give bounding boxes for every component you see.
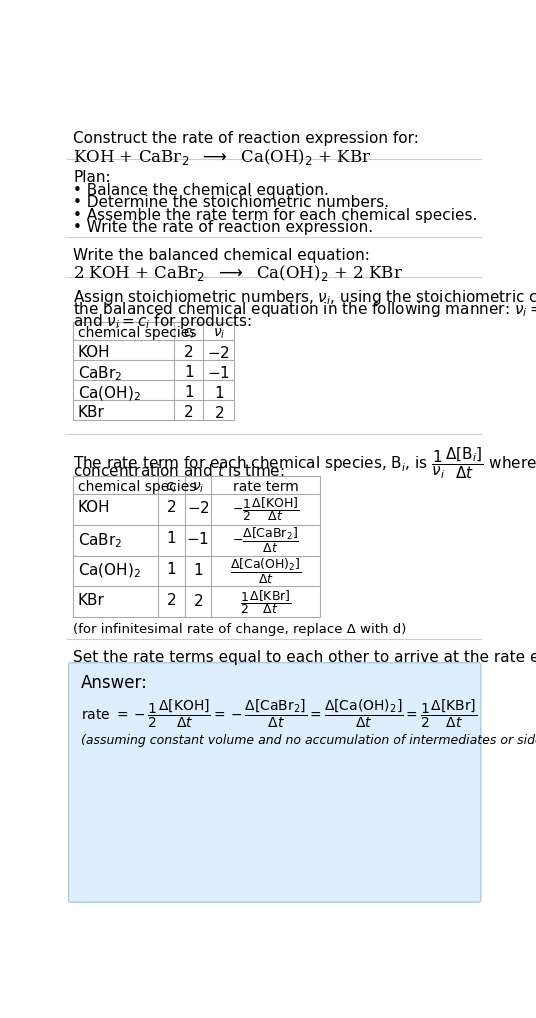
Text: (assuming constant volume and no accumulation of intermediates or side products): (assuming constant volume and no accumul… (81, 734, 536, 747)
Text: $-2$: $-2$ (207, 345, 230, 360)
Text: 1: 1 (184, 385, 193, 400)
Text: CaBr$_2$: CaBr$_2$ (78, 531, 122, 550)
Text: $2$: $2$ (214, 405, 224, 420)
Text: and $\nu_i = c_i$ for products:: and $\nu_i = c_i$ for products: (73, 313, 252, 331)
Text: (for infinitesimal rate of change, replace Δ with d): (for infinitesimal rate of change, repla… (73, 623, 407, 636)
Text: The rate term for each chemical species, B$_i$, is $\dfrac{1}{\nu_i}\dfrac{\Delt: The rate term for each chemical species,… (73, 445, 536, 480)
Text: 1: 1 (184, 364, 193, 380)
Text: rate $= -\dfrac{1}{2}\dfrac{\Delta[\mathrm{KOH}]}{\Delta t} = -\dfrac{\Delta[\ma: rate $= -\dfrac{1}{2}\dfrac{\Delta[\math… (81, 697, 478, 730)
Text: 1: 1 (167, 562, 176, 577)
Text: Write the balanced chemical equation:: Write the balanced chemical equation: (73, 247, 370, 263)
Text: • Assemble the rate term for each chemical species.: • Assemble the rate term for each chemic… (73, 208, 478, 223)
Text: Ca(OH)$_2$: Ca(OH)$_2$ (78, 562, 141, 580)
Text: $\dfrac{\Delta[\mathrm{Ca(OH)_2}]}{\Delta t}$: $\dfrac{\Delta[\mathrm{Ca(OH)_2}]}{\Delt… (229, 557, 301, 585)
Text: $c_i$: $c_i$ (183, 326, 195, 341)
Text: Construct the rate of reaction expression for:: Construct the rate of reaction expressio… (73, 131, 419, 147)
Text: KOH: KOH (78, 345, 110, 359)
Text: $-1$: $-1$ (207, 364, 230, 381)
Text: $\nu_i$: $\nu_i$ (213, 326, 225, 341)
Text: 2: 2 (184, 405, 193, 419)
Text: CaBr$_2$: CaBr$_2$ (78, 364, 122, 384)
Text: $1$: $1$ (214, 385, 224, 401)
Text: $-\dfrac{1}{2}\dfrac{\Delta[\mathrm{KOH}]}{\Delta t}$: $-\dfrac{1}{2}\dfrac{\Delta[\mathrm{KOH}… (232, 496, 299, 523)
Text: 2 KOH + CaBr$_2$  $\longrightarrow$  Ca(OH)$_2$ + 2 KBr: 2 KOH + CaBr$_2$ $\longrightarrow$ Ca(OH… (73, 263, 403, 283)
Text: chemical species: chemical species (78, 480, 196, 494)
Text: 1: 1 (167, 531, 176, 546)
Text: $-\dfrac{\Delta[\mathrm{CaBr_2}]}{\Delta t}$: $-\dfrac{\Delta[\mathrm{CaBr_2}]}{\Delta… (232, 525, 299, 555)
Text: $2$: $2$ (193, 592, 203, 609)
Text: • Write the rate of reaction expression.: • Write the rate of reaction expression. (73, 220, 374, 235)
Text: • Determine the stoichiometric numbers.: • Determine the stoichiometric numbers. (73, 195, 389, 211)
Text: 2: 2 (167, 592, 176, 608)
Text: $-2$: $-2$ (187, 500, 210, 516)
Text: $1$: $1$ (193, 562, 203, 578)
Text: Answer:: Answer: (81, 674, 148, 692)
Text: Assign stoichiometric numbers, $\nu_i$, using the stoichiometric coefficients, $: Assign stoichiometric numbers, $\nu_i$, … (73, 288, 536, 306)
Text: 2: 2 (167, 500, 176, 515)
Text: KOH: KOH (78, 500, 110, 515)
Text: $\dfrac{1}{2}\dfrac{\Delta[\mathrm{KBr}]}{\Delta t}$: $\dfrac{1}{2}\dfrac{\Delta[\mathrm{KBr}]… (240, 588, 291, 616)
Text: KBr: KBr (78, 405, 105, 419)
Text: $c_i$: $c_i$ (166, 480, 178, 495)
Text: • Balance the chemical equation.: • Balance the chemical equation. (73, 183, 329, 197)
Text: Ca(OH)$_2$: Ca(OH)$_2$ (78, 385, 141, 403)
Text: chemical species: chemical species (78, 326, 196, 340)
Text: KOH + CaBr$_2$  $\longrightarrow$  Ca(OH)$_2$ + KBr: KOH + CaBr$_2$ $\longrightarrow$ Ca(OH)$… (73, 147, 371, 167)
Text: KBr: KBr (78, 592, 105, 608)
Text: Plan:: Plan: (73, 170, 111, 185)
Text: 2: 2 (184, 345, 193, 359)
Text: rate term: rate term (233, 480, 298, 494)
Text: concentration and $t$ is time:: concentration and $t$ is time: (73, 463, 285, 479)
Text: Set the rate terms equal to each other to arrive at the rate expression:: Set the rate terms equal to each other t… (73, 649, 536, 665)
Text: $\nu_i$: $\nu_i$ (192, 480, 204, 495)
Text: $-1$: $-1$ (187, 531, 210, 547)
FancyBboxPatch shape (69, 663, 481, 902)
Text: the balanced chemical equation in the following manner: $\nu_i = -c_i$ for react: the balanced chemical equation in the fo… (73, 300, 536, 319)
Bar (73, 475, 319, 617)
Bar (73, 322, 234, 420)
